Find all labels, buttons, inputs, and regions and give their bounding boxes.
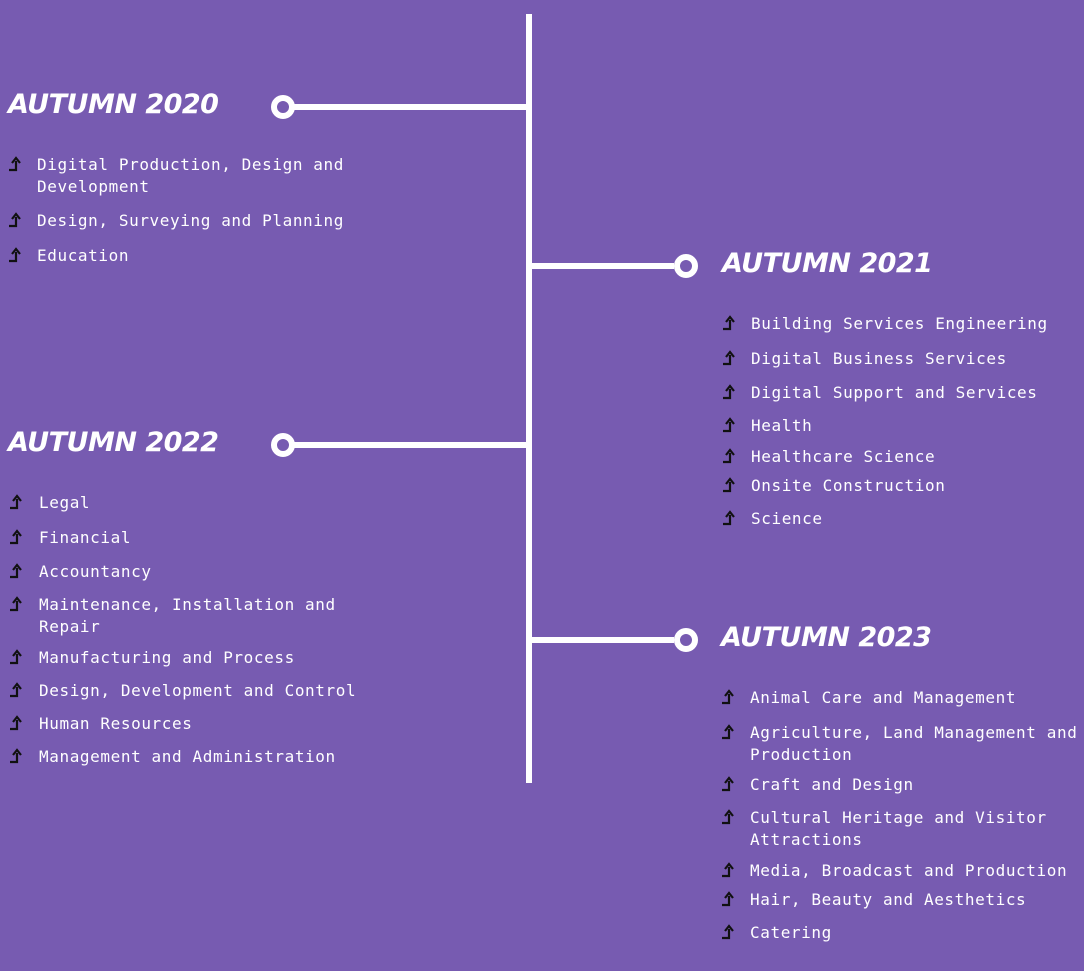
list-item: Craft and Design xyxy=(720,774,1082,796)
list-item: Catering xyxy=(720,922,1082,944)
item-label: Media, Broadcast and Production xyxy=(750,861,1068,880)
list-item: Digital Support and Services xyxy=(721,382,1081,404)
item-label: Design, Surveying and Planning xyxy=(37,211,344,230)
turn-up-arrow-icon xyxy=(723,350,735,366)
turn-up-arrow-icon xyxy=(722,809,734,825)
node-2022 xyxy=(271,433,295,457)
turn-up-arrow-icon xyxy=(723,315,735,331)
item-label: Accountancy xyxy=(39,562,152,581)
turn-up-arrow-icon xyxy=(10,649,22,665)
item-label: Digital Business Services xyxy=(751,349,1007,368)
list-item: Healthcare Science xyxy=(721,446,1081,468)
list-item: Manufacturing and Process xyxy=(8,647,368,669)
branch-2022 xyxy=(286,442,528,448)
turn-up-arrow-icon xyxy=(722,891,734,907)
item-label: Digital Production, Design and Developme… xyxy=(37,155,344,196)
turn-up-arrow-icon xyxy=(10,563,22,579)
list-item: Legal xyxy=(8,492,368,514)
node-2020 xyxy=(271,95,295,119)
turn-up-arrow-icon xyxy=(723,510,735,526)
item-label: Healthcare Science xyxy=(751,447,936,466)
node-2021 xyxy=(674,254,698,278)
item-label: Design, Development and Control xyxy=(39,681,357,700)
item-label: Human Resources xyxy=(39,714,193,733)
turn-up-arrow-icon xyxy=(10,715,22,731)
item-label: Catering xyxy=(750,923,832,942)
item-label: Cultural Heritage and Visitor Attraction… xyxy=(750,808,1047,849)
item-label: Education xyxy=(37,246,130,265)
list-item: Human Resources xyxy=(8,713,368,735)
turn-up-arrow-icon xyxy=(722,924,734,940)
item-label: Science xyxy=(751,509,823,528)
branch-2020 xyxy=(286,104,528,110)
item-label: Craft and Design xyxy=(750,775,914,794)
list-item: Animal Care and Management xyxy=(720,687,1082,709)
heading-autumn-2020: AUTUMN 2020 xyxy=(8,89,219,120)
turn-up-arrow-icon xyxy=(9,212,21,228)
list-item: Building Services Engineering xyxy=(721,313,1081,335)
turn-up-arrow-icon xyxy=(722,724,734,740)
turn-up-arrow-icon xyxy=(723,448,735,464)
turn-up-arrow-icon xyxy=(10,494,22,510)
item-label: Onsite Construction xyxy=(751,476,946,495)
list-item: Accountancy xyxy=(8,561,368,583)
turn-up-arrow-icon xyxy=(722,776,734,792)
turn-up-arrow-icon xyxy=(723,384,735,400)
item-label: Animal Care and Management xyxy=(750,688,1017,707)
turn-up-arrow-icon xyxy=(9,247,21,263)
list-item: Digital Production, Design and Developme… xyxy=(7,154,367,198)
branch-2023 xyxy=(528,637,674,643)
list-item: Digital Business Services xyxy=(721,348,1081,370)
turn-up-arrow-icon xyxy=(723,417,735,433)
turn-up-arrow-icon xyxy=(10,529,22,545)
turn-up-arrow-icon xyxy=(10,748,22,764)
list-item: Design, Surveying and Planning xyxy=(7,210,367,232)
timeline-spine xyxy=(526,14,532,783)
item-label: Management and Administration xyxy=(39,747,336,766)
item-label: Health xyxy=(751,416,813,435)
list-item: Hair, Beauty and Aesthetics xyxy=(720,889,1082,911)
item-label: Manufacturing and Process xyxy=(39,648,295,667)
branch-2021 xyxy=(528,263,674,269)
item-label: Financial xyxy=(39,528,132,547)
list-item: Agriculture, Land Management and Product… xyxy=(720,722,1082,766)
list-item: Design, Development and Control xyxy=(8,680,368,702)
list-item: Maintenance, Installation and Repair xyxy=(8,594,368,638)
list-item: Cultural Heritage and Visitor Attraction… xyxy=(720,807,1082,851)
item-label: Legal xyxy=(39,493,91,512)
turn-up-arrow-icon xyxy=(723,477,735,493)
node-2023 xyxy=(674,628,698,652)
heading-autumn-2022: AUTUMN 2022 xyxy=(8,427,219,458)
heading-autumn-2021: AUTUMN 2021 xyxy=(722,248,933,279)
list-item: Education xyxy=(7,245,367,267)
list-item: Health xyxy=(721,415,1081,437)
list-item: Financial xyxy=(8,527,368,549)
item-label: Hair, Beauty and Aesthetics xyxy=(750,890,1027,909)
turn-up-arrow-icon xyxy=(10,596,22,612)
heading-autumn-2023: AUTUMN 2023 xyxy=(721,622,932,653)
item-label: Agriculture, Land Management and Product… xyxy=(750,723,1078,764)
turn-up-arrow-icon xyxy=(9,156,21,172)
turn-up-arrow-icon xyxy=(10,682,22,698)
list-item: Science xyxy=(721,508,1081,530)
list-item: Media, Broadcast and Production xyxy=(720,860,1082,882)
turn-up-arrow-icon xyxy=(722,689,734,705)
list-item: Management and Administration xyxy=(8,746,368,768)
list-item: Onsite Construction xyxy=(721,475,1081,497)
item-label: Digital Support and Services xyxy=(751,383,1038,402)
turn-up-arrow-icon xyxy=(722,862,734,878)
item-label: Maintenance, Installation and Repair xyxy=(39,595,336,636)
item-label: Building Services Engineering xyxy=(751,314,1048,333)
